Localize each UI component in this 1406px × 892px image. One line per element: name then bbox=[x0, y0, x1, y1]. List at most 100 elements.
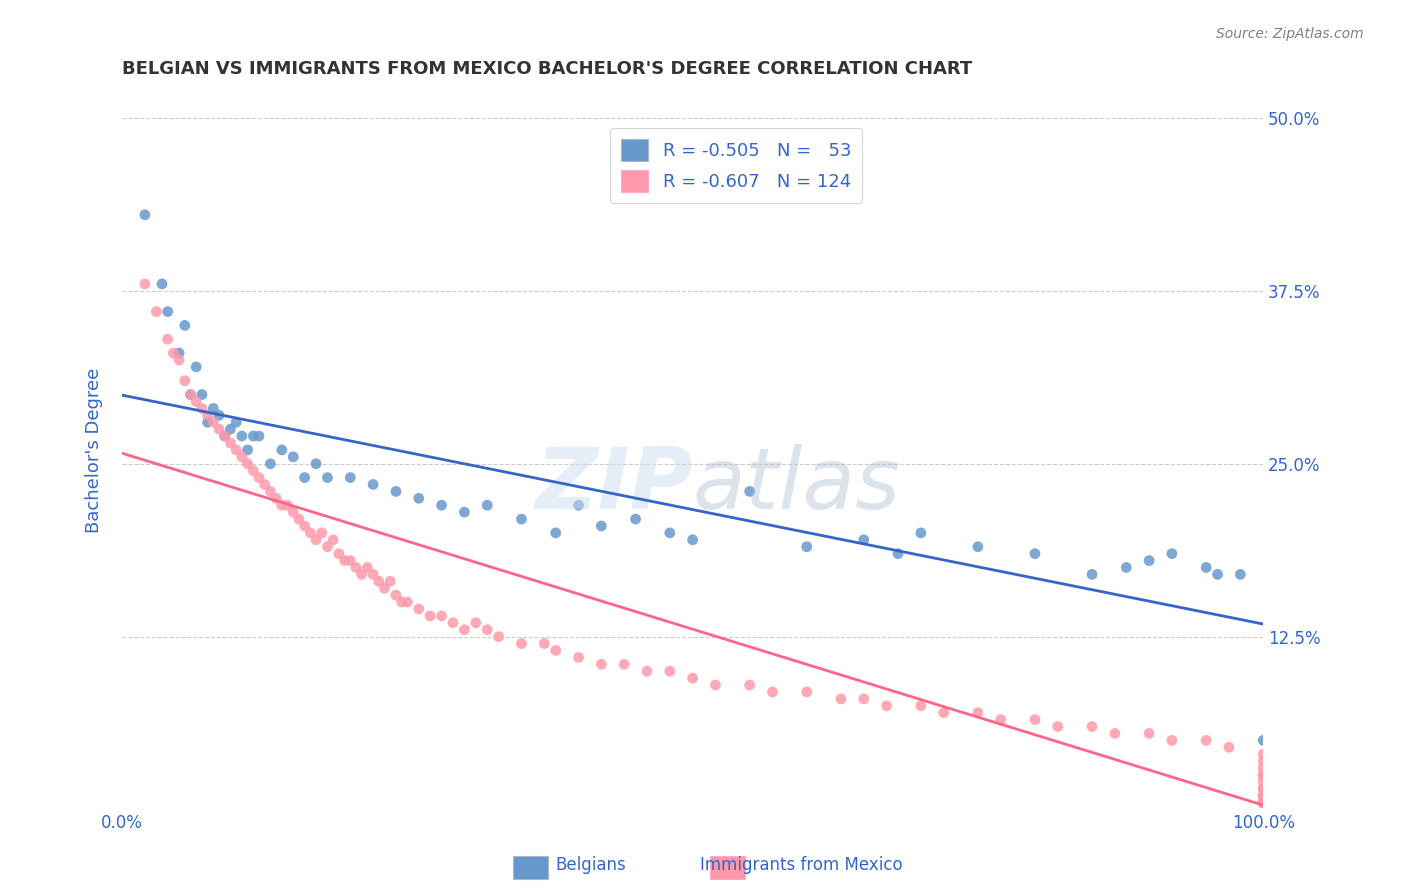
Point bbox=[1251, 775, 1274, 789]
Point bbox=[1251, 789, 1274, 803]
Point bbox=[1251, 796, 1274, 810]
Point bbox=[288, 512, 311, 526]
Point bbox=[1206, 567, 1229, 582]
Point bbox=[1251, 796, 1274, 810]
Text: Immigrants from Mexico: Immigrants from Mexico bbox=[700, 856, 903, 874]
Point bbox=[852, 691, 875, 706]
Point bbox=[408, 491, 430, 506]
Point bbox=[356, 560, 378, 574]
Point bbox=[408, 602, 430, 616]
Point bbox=[990, 713, 1012, 727]
Point bbox=[373, 581, 395, 595]
Point bbox=[1081, 567, 1104, 582]
Point bbox=[253, 477, 276, 491]
Point bbox=[1251, 796, 1274, 810]
Point bbox=[738, 484, 761, 499]
Point bbox=[1251, 796, 1274, 810]
Point bbox=[1251, 796, 1274, 810]
Point bbox=[361, 477, 384, 491]
Point bbox=[419, 608, 441, 623]
Point bbox=[477, 498, 499, 512]
Point bbox=[167, 353, 190, 368]
Point bbox=[1024, 547, 1046, 561]
Point bbox=[1251, 796, 1274, 810]
Point bbox=[1251, 768, 1274, 782]
Point bbox=[283, 450, 305, 464]
Point bbox=[430, 498, 453, 512]
Point bbox=[1251, 796, 1274, 810]
Point bbox=[180, 387, 202, 401]
Point bbox=[852, 533, 875, 547]
Point bbox=[145, 304, 167, 318]
Point bbox=[477, 623, 499, 637]
Point bbox=[322, 533, 344, 547]
Point bbox=[391, 595, 413, 609]
Point bbox=[1251, 796, 1274, 810]
Point bbox=[259, 457, 281, 471]
Point bbox=[219, 436, 242, 450]
Point bbox=[910, 698, 932, 713]
Point bbox=[361, 567, 384, 582]
Point bbox=[591, 519, 613, 533]
Point bbox=[1251, 796, 1274, 810]
Point bbox=[533, 636, 555, 650]
Point bbox=[738, 678, 761, 692]
Point bbox=[1251, 781, 1274, 796]
Point bbox=[1251, 796, 1274, 810]
Point bbox=[134, 277, 156, 291]
Point bbox=[1195, 560, 1218, 574]
Point bbox=[567, 498, 589, 512]
Point bbox=[1251, 789, 1274, 803]
Point bbox=[658, 664, 681, 678]
Point bbox=[236, 442, 259, 457]
Point bbox=[591, 657, 613, 672]
Point bbox=[1251, 796, 1274, 810]
Point bbox=[344, 560, 367, 574]
Point bbox=[350, 567, 373, 582]
Point bbox=[1195, 733, 1218, 747]
Point bbox=[1104, 726, 1126, 740]
Point bbox=[242, 429, 264, 443]
Point bbox=[967, 706, 990, 720]
Point bbox=[441, 615, 464, 630]
Point bbox=[305, 533, 328, 547]
Point bbox=[202, 415, 225, 429]
Point bbox=[242, 464, 264, 478]
Point bbox=[1137, 553, 1160, 567]
Point bbox=[202, 401, 225, 416]
Point bbox=[294, 470, 316, 484]
Point bbox=[1251, 796, 1274, 810]
Point bbox=[1251, 747, 1274, 762]
Y-axis label: Bachelor's Degree: Bachelor's Degree bbox=[86, 368, 103, 533]
Point bbox=[156, 304, 179, 318]
Point bbox=[264, 491, 287, 506]
Point bbox=[488, 630, 510, 644]
Point bbox=[247, 470, 270, 484]
Point bbox=[197, 409, 219, 423]
Point bbox=[396, 595, 419, 609]
Point bbox=[208, 422, 231, 436]
Point bbox=[316, 540, 339, 554]
Point bbox=[173, 374, 195, 388]
Text: Source: ZipAtlas.com: Source: ZipAtlas.com bbox=[1216, 27, 1364, 41]
Point bbox=[1251, 796, 1274, 810]
Point bbox=[1081, 720, 1104, 734]
Point bbox=[1218, 740, 1240, 755]
Point bbox=[1161, 547, 1184, 561]
Point bbox=[276, 498, 298, 512]
Text: Belgians: Belgians bbox=[555, 856, 626, 874]
Point bbox=[1251, 796, 1274, 810]
Point bbox=[1251, 796, 1274, 810]
Point bbox=[380, 574, 402, 589]
Point bbox=[162, 346, 184, 360]
Point bbox=[1251, 796, 1274, 810]
Point bbox=[796, 540, 818, 554]
Point bbox=[761, 685, 783, 699]
Point bbox=[333, 553, 356, 567]
Point bbox=[1251, 796, 1274, 810]
Point bbox=[305, 457, 328, 471]
Point bbox=[270, 498, 292, 512]
Point bbox=[339, 553, 361, 567]
Point bbox=[430, 608, 453, 623]
Text: BELGIAN VS IMMIGRANTS FROM MEXICO BACHELOR'S DEGREE CORRELATION CHART: BELGIAN VS IMMIGRANTS FROM MEXICO BACHEL… bbox=[122, 60, 973, 78]
